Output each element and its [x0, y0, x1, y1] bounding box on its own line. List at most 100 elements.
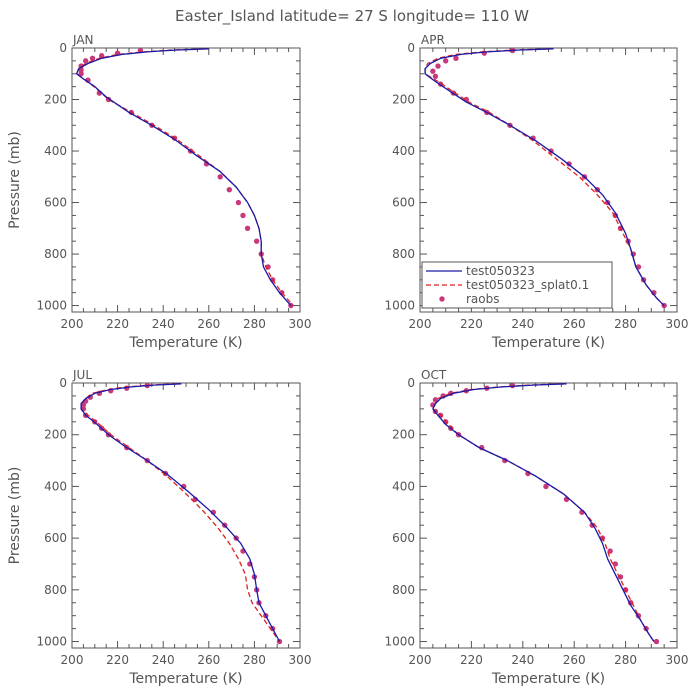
- x-tick-label: 300: [666, 317, 689, 331]
- x-tick-label: 260: [197, 653, 220, 667]
- panel-label: OCT: [421, 368, 447, 382]
- raobs-point: [235, 199, 242, 206]
- y-tick-label: 800: [44, 583, 67, 597]
- series-line-test: [80, 383, 281, 642]
- x-axis-label: Temperature (K): [128, 671, 242, 687]
- x-tick-label: 240: [152, 653, 175, 667]
- panel-jul: JUL 200 220 240 260 280 300 0 200 400 600 800 1000 Te…: [7, 368, 311, 687]
- y-tick-label: 1000: [384, 299, 415, 313]
- y-tick-label: 400: [44, 144, 67, 158]
- x-tick-label: 280: [243, 653, 266, 667]
- raobs-point: [443, 58, 449, 64]
- raobs-point: [432, 73, 439, 80]
- y-tick-label: 0: [59, 41, 67, 55]
- panel-apr: APR 200 220 240 260 280 300 0 200 400 600 800 1000 Te…: [384, 33, 688, 351]
- y-tick-label: 0: [407, 41, 415, 55]
- panels: JAN 200 220 240 260 280 300 0 200 400 600 800 1000 Te…: [7, 33, 688, 687]
- x-tick-label: 220: [460, 317, 483, 331]
- x-tick-label: 260: [563, 317, 586, 331]
- x-tick-label: 240: [511, 653, 534, 667]
- series-line-splat: [432, 383, 655, 642]
- panel-jan: JAN 200 220 240 260 280 300 0 200 400 600 800 1000 Te…: [7, 33, 311, 351]
- y-tick-label: 400: [392, 479, 415, 493]
- raobs-point: [78, 71, 84, 77]
- x-tick-label: 220: [106, 653, 129, 667]
- series-group: [75, 47, 294, 309]
- raobs-point: [217, 174, 223, 180]
- x-tick-label: 280: [243, 317, 266, 331]
- raobs-point: [98, 53, 105, 59]
- x-axis-label: Temperature (K): [491, 671, 605, 687]
- y-tick-label: 800: [392, 247, 415, 261]
- raobs-point: [430, 68, 436, 74]
- raobs-point: [653, 638, 660, 645]
- y-tick-label: 1000: [36, 635, 67, 649]
- panel-label: APR: [421, 33, 445, 47]
- x-tick-label: 220: [106, 317, 129, 331]
- plot-frame: [419, 382, 678, 649]
- series-group: [430, 382, 660, 645]
- figure-title: Easter_Island latitude= 27 S longitude= …: [175, 7, 529, 26]
- plot-frame: [71, 382, 301, 649]
- x-tick-label: 200: [409, 317, 432, 331]
- raobs-point: [432, 397, 439, 403]
- y-tick-label: 600: [392, 531, 415, 545]
- series-group: [80, 382, 283, 645]
- raobs-point: [226, 186, 233, 193]
- y-tick-label: 1000: [36, 299, 67, 313]
- y-axis-label: Pressure (mb): [7, 467, 23, 565]
- x-tick-label: 260: [563, 653, 586, 667]
- x-tick-label: 200: [409, 653, 432, 667]
- series-group: [424, 47, 667, 309]
- y-tick-label: 400: [44, 479, 67, 493]
- raobs-point: [244, 225, 251, 231]
- raobs-point: [612, 561, 619, 567]
- legend-label: test050323: [466, 264, 535, 278]
- legend-label: test050323_splat0.1: [466, 278, 589, 292]
- series-line-test: [75, 48, 292, 307]
- raobs-point: [82, 58, 89, 64]
- x-axis-label: Temperature (K): [491, 335, 605, 351]
- y-tick-label: 200: [44, 93, 67, 107]
- y-tick-label: 1000: [384, 635, 415, 649]
- x-tick-label: 220: [460, 653, 483, 667]
- x-tick-label: 240: [511, 317, 534, 331]
- y-tick-label: 200: [392, 93, 415, 107]
- legend-label: raobs: [466, 292, 500, 306]
- x-tick-label: 280: [614, 317, 637, 331]
- raobs-point: [607, 548, 613, 554]
- raobs-point: [181, 483, 187, 490]
- raobs-point: [240, 212, 246, 219]
- raobs-point: [651, 289, 657, 296]
- y-tick-label: 200: [392, 428, 415, 442]
- x-tick-label: 240: [152, 317, 175, 331]
- raobs-point: [253, 238, 260, 244]
- x-tick-label: 200: [61, 653, 84, 667]
- x-tick-label: 300: [289, 317, 312, 331]
- raobs-point: [89, 55, 96, 62]
- y-tick-label: 600: [44, 196, 67, 210]
- series-line-test: [424, 48, 665, 307]
- x-tick-label: 300: [666, 653, 689, 667]
- y-tick-label: 200: [44, 428, 67, 442]
- panel-label: JAN: [72, 33, 94, 47]
- x-tick-label: 200: [61, 317, 84, 331]
- y-tick-label: 600: [392, 196, 415, 210]
- raobs-point: [453, 55, 459, 62]
- raobs-point: [80, 402, 87, 408]
- y-tick-label: 800: [392, 583, 415, 597]
- panel-oct: OCT 200 220 240 260 280 300 0 200 400 600 800 1000 Te…: [384, 368, 688, 687]
- panel-label: JUL: [72, 368, 92, 382]
- raobs-point: [543, 483, 549, 490]
- x-axis-label: Temperature (K): [128, 335, 242, 351]
- y-tick-label: 0: [59, 376, 67, 390]
- y-tick-label: 800: [44, 247, 67, 261]
- x-tick-label: 260: [197, 317, 220, 331]
- y-tick-label: 600: [44, 531, 67, 545]
- x-tick-label: 300: [289, 653, 312, 667]
- x-tick-label: 280: [614, 653, 637, 667]
- raobs-point: [435, 63, 441, 69]
- series-line-test: [432, 383, 655, 642]
- y-tick-label: 0: [407, 376, 415, 390]
